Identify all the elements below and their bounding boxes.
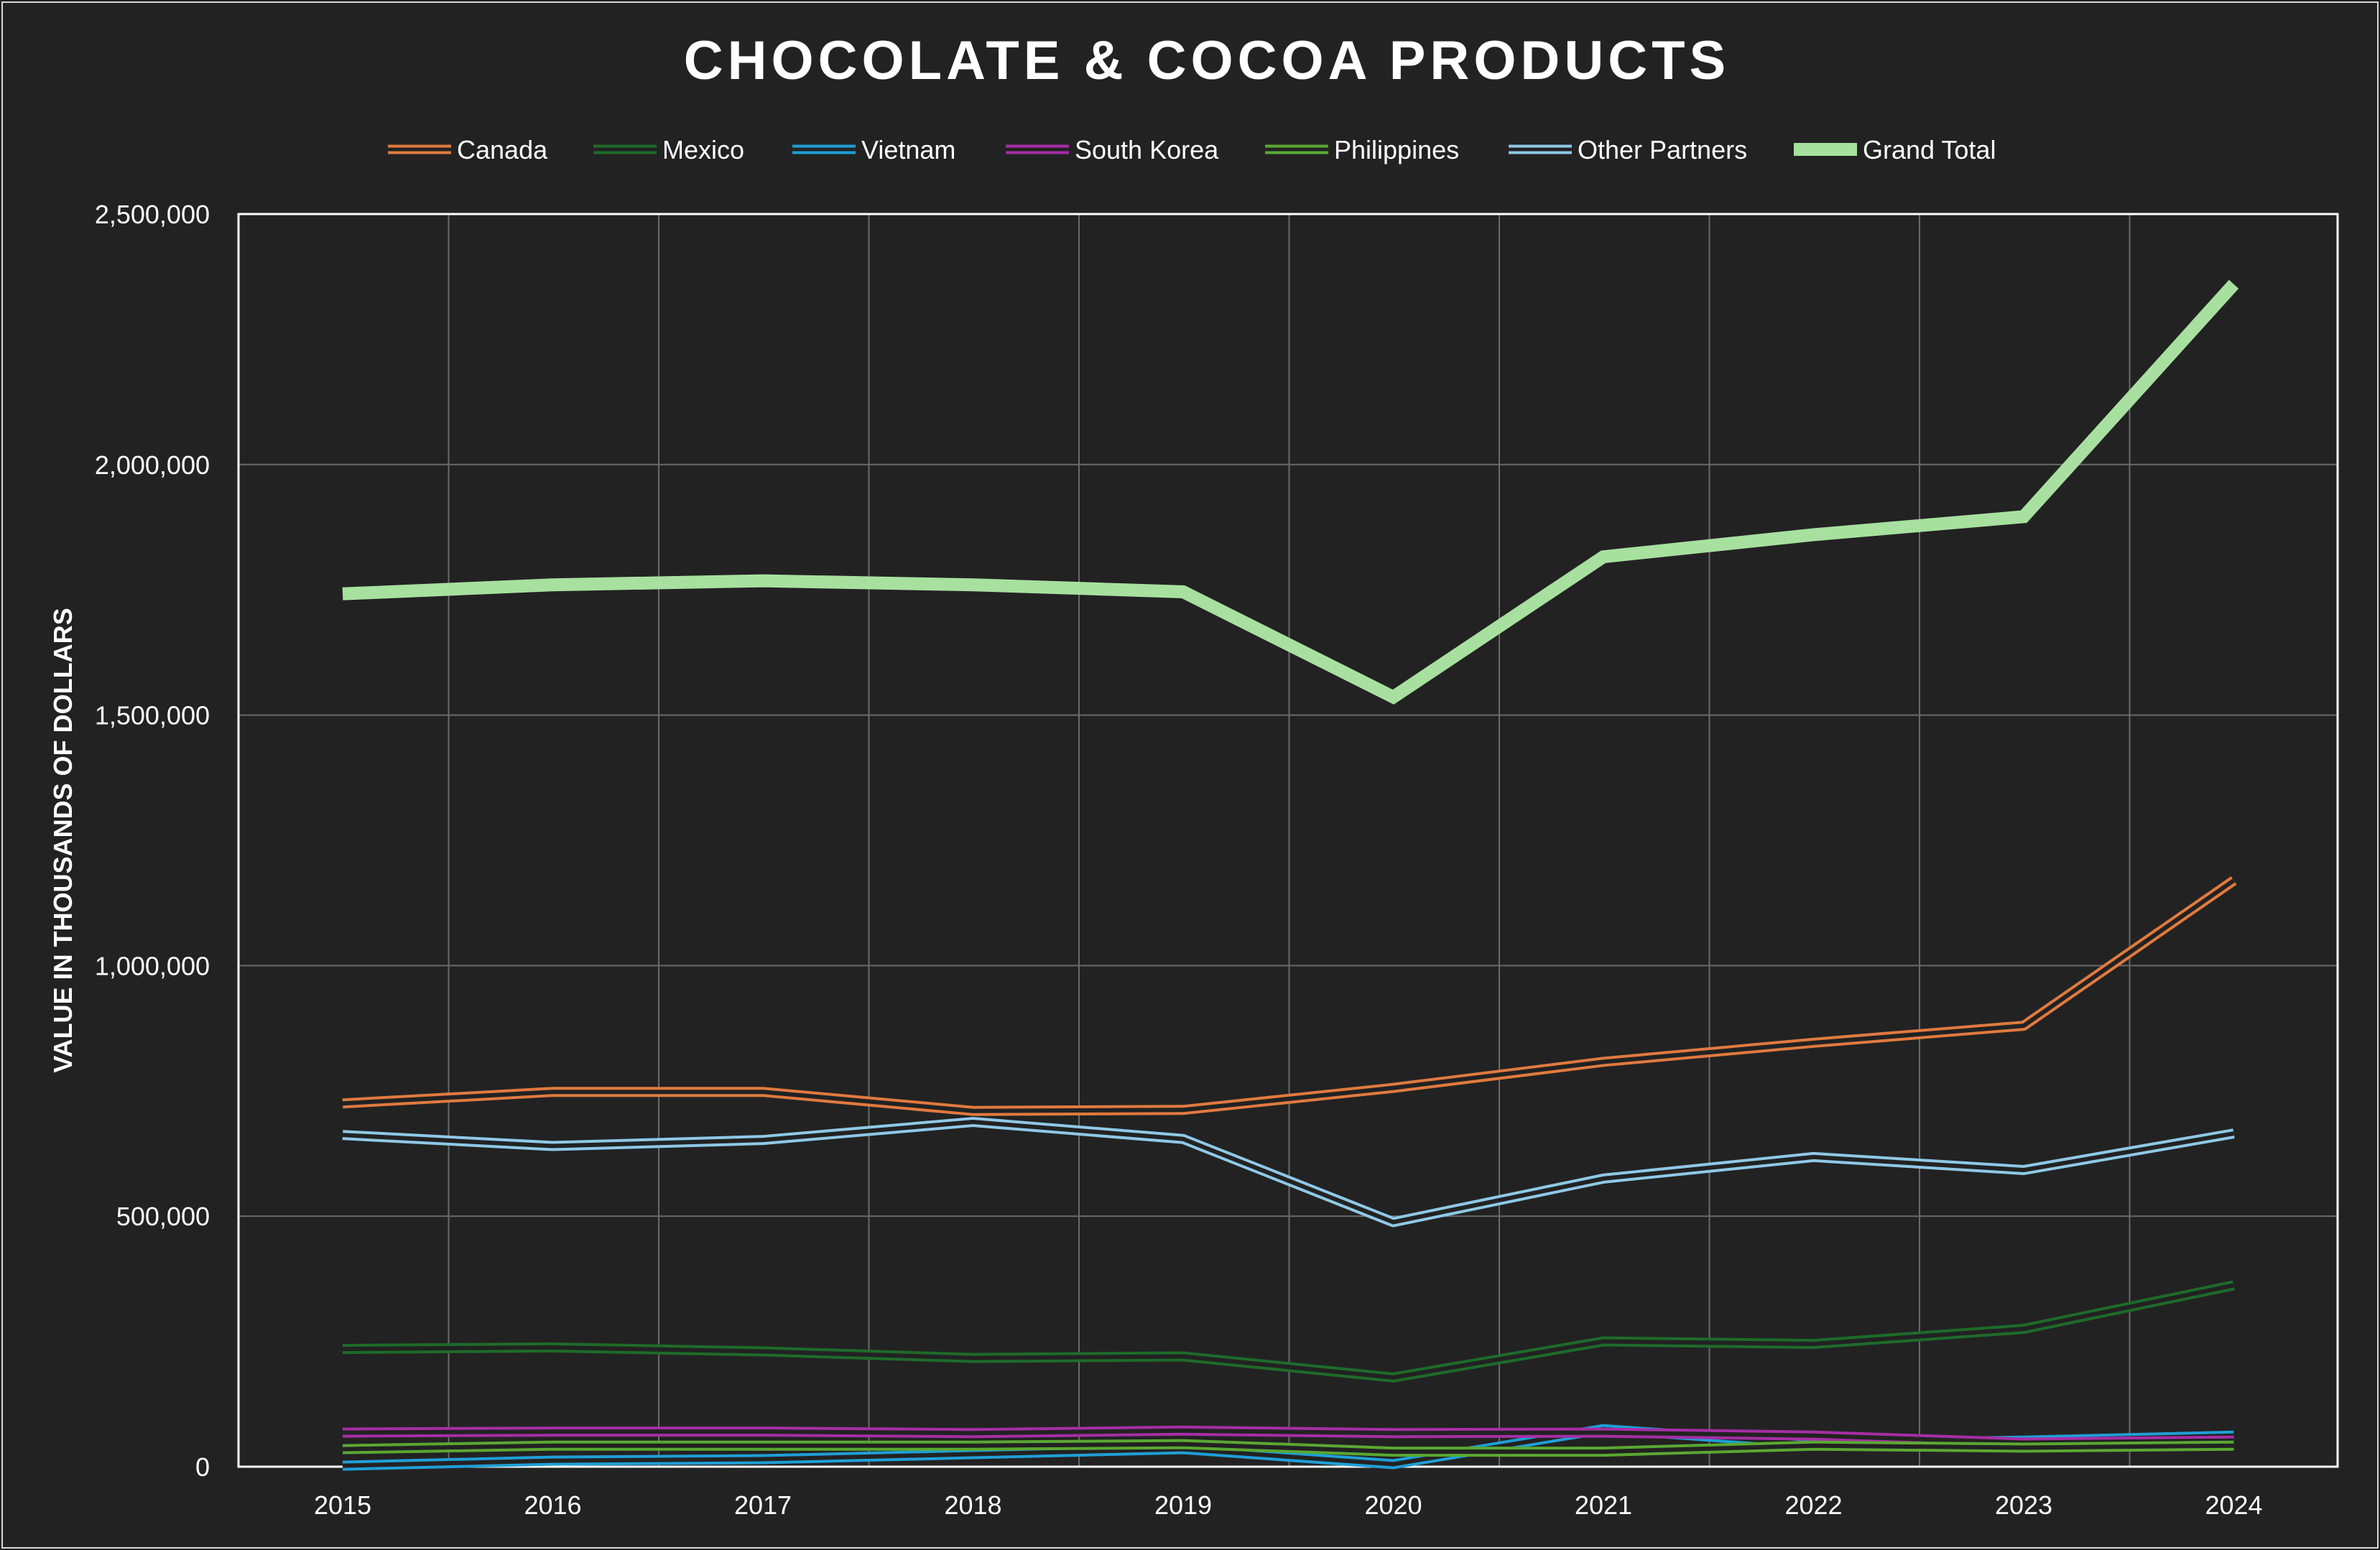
series-canada xyxy=(342,876,2237,1116)
series-line-inner xyxy=(342,1283,2235,1380)
series-mexico xyxy=(342,1280,2235,1383)
legend-item: Grand Total xyxy=(1794,135,1996,164)
series-line-inner xyxy=(342,878,2236,1113)
legend-label: South Korea xyxy=(1075,135,1219,164)
x-tick-label: 2023 xyxy=(1995,1490,2052,1520)
series-line-inner xyxy=(342,1120,2235,1225)
series-grand-total xyxy=(342,279,2239,705)
series-line-inner xyxy=(342,1428,2234,1445)
legend-label: Grand Total xyxy=(1863,135,1996,164)
legend-item: South Korea xyxy=(1006,135,1219,164)
legend: Canada Mexico Vietnam South Korea Philippine… xyxy=(388,135,1996,164)
series-line-inner xyxy=(342,1442,2234,1454)
x-axis-ticks: 2015 2016 2017 2018 2019 2020 2021 2022 2023 2024 xyxy=(314,1490,2263,1520)
y-tick-label: 1,500,000 xyxy=(95,701,210,730)
y-tick-label: 2,500,000 xyxy=(95,200,210,229)
legend-item: Philippines xyxy=(1265,135,1459,164)
y-tick-label: 500,000 xyxy=(116,1202,210,1231)
y-axis-label: VALUE IN THOUSANDS OF DOLLARS xyxy=(48,608,78,1072)
x-tick-label: 2020 xyxy=(1364,1490,1422,1520)
series-south-korea xyxy=(342,1425,2234,1448)
x-tick-label: 2018 xyxy=(944,1490,1001,1520)
x-tick-label: 2019 xyxy=(1154,1490,1212,1520)
series-line xyxy=(342,279,2239,705)
chart-title: CHOCOLATE & COCOA PRODUCTS xyxy=(684,30,1730,91)
gridlines xyxy=(239,214,2338,1467)
x-tick-label: 2021 xyxy=(1575,1490,1632,1520)
legend-item: Other Partners xyxy=(1509,135,1747,164)
legend-item: Canada xyxy=(388,135,548,164)
y-tick-label: 0 xyxy=(195,1452,210,1482)
y-tick-label: 2,000,000 xyxy=(95,450,210,480)
x-tick-label: 2024 xyxy=(2205,1490,2262,1520)
legend-label: Canada xyxy=(457,135,548,164)
legend-item: Vietnam xyxy=(792,135,955,164)
plot-area-border xyxy=(237,213,2339,1468)
series-other-partners xyxy=(342,1117,2235,1228)
x-tick-label: 2015 xyxy=(314,1490,371,1520)
series-philippines xyxy=(342,1439,2234,1457)
legend-label: Mexico xyxy=(662,135,744,164)
series-lines xyxy=(342,279,2239,1471)
legend-item: Mexico xyxy=(593,135,744,164)
legend-label: Vietnam xyxy=(861,135,955,164)
y-tick-label: 1,000,000 xyxy=(95,951,210,980)
legend-label: Other Partners xyxy=(1578,135,1747,164)
legend-label: Philippines xyxy=(1334,135,1459,164)
y-axis-ticks: 0 500,000 1,000,000 1,500,000 2,000,000 2,500… xyxy=(95,200,210,1482)
x-tick-label: 2017 xyxy=(734,1490,792,1520)
x-tick-label: 2022 xyxy=(1784,1490,1842,1520)
x-tick-label: 2016 xyxy=(524,1490,581,1520)
